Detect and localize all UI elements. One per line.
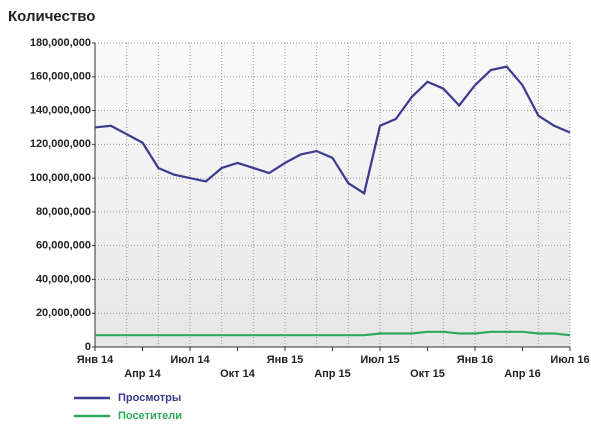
x-tick-label: Апр 14: [124, 368, 161, 380]
x-tick-label: Июл 14: [170, 354, 210, 366]
plot-area: [95, 43, 570, 347]
x-tick-label: Окт 14: [220, 368, 256, 380]
legend-label: Посетители: [118, 410, 182, 422]
chart-title: Количество: [8, 8, 95, 25]
legend-label: Просмотры: [118, 392, 181, 404]
y-tick-label: 100,000,000: [30, 172, 91, 184]
x-tick-label: Июл 16: [550, 354, 589, 366]
x-tick-label: Окт 15: [410, 368, 445, 380]
x-tick-label: Янв 14: [77, 354, 114, 366]
x-tick-label: Янв 15: [267, 354, 304, 366]
y-tick-label: 40,000,000: [36, 273, 91, 285]
line-series: [94, 65, 571, 196]
y-tick-label: 20,000,000: [36, 307, 91, 319]
x-tick-label: Апр 15: [314, 368, 351, 380]
y-tick-label: 140,000,000: [30, 104, 91, 116]
x-tick-label: Апр 16: [504, 368, 541, 380]
y-tick-label: 60,000,000: [36, 240, 91, 252]
line-series: [95, 330, 571, 337]
y-tick-label: 160,000,000: [30, 71, 91, 83]
y-tick-label: 0: [85, 341, 91, 353]
x-tick-label: Янв 16: [457, 354, 494, 366]
y-tick-label: 120,000,000: [30, 138, 91, 150]
x-tick-label: Июл 15: [360, 354, 399, 366]
y-tick-label: 80,000,000: [36, 206, 91, 218]
y-tick-label: 180,000,000: [30, 37, 91, 49]
